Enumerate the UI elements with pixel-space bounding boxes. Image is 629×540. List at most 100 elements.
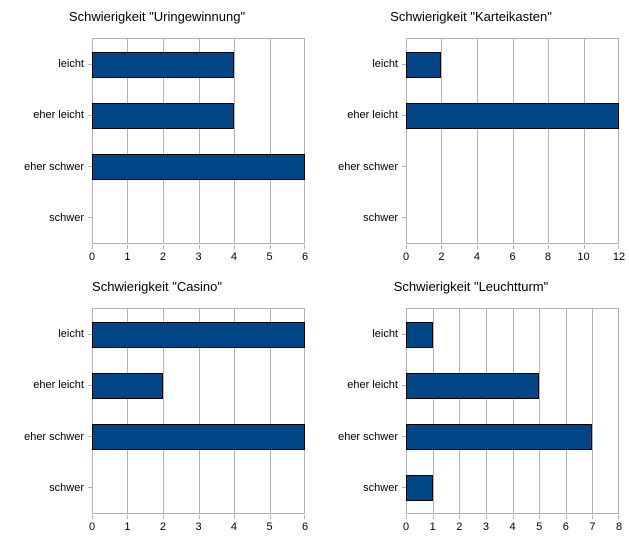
gridline xyxy=(162,39,164,243)
y-axis-tick xyxy=(402,114,406,116)
bar-leicht xyxy=(92,51,234,78)
x-axis-tick xyxy=(162,245,164,249)
x-axis-tick xyxy=(127,515,129,519)
x-axis: 0 1 2 3 4 5 6 7 8 xyxy=(403,515,623,537)
plot-row: leicht eher leicht eher schwer schwer xyxy=(0,38,305,244)
plot-row: leicht eher leicht eher schwer schwer xyxy=(314,38,619,244)
chart-title: Schwierigkeit "Leuchtturm" xyxy=(393,279,549,294)
x-tick-label: 4 xyxy=(473,251,481,263)
gridline xyxy=(127,39,129,243)
y-axis-tick xyxy=(402,486,406,488)
gridline xyxy=(233,309,235,513)
category-label: leicht xyxy=(58,57,84,70)
gridline xyxy=(304,39,305,243)
x-tick-label: 2 xyxy=(438,251,445,263)
category-labels: leicht eher leicht eher schwer schwer xyxy=(0,308,92,514)
y-axis-tick xyxy=(402,384,406,386)
category-labels: leicht eher leicht eher schwer schwer xyxy=(314,308,406,514)
category-label: schwer xyxy=(49,482,84,495)
x-axis-tick xyxy=(198,245,200,249)
x-tick-label: 3 xyxy=(482,521,489,533)
plot-row: leicht eher leicht eher schwer schwer xyxy=(314,308,619,514)
category-label: schwer xyxy=(49,212,84,225)
x-tick-label: 8 xyxy=(615,521,623,533)
x-tick-label: 3 xyxy=(195,521,202,533)
bar-eher-schwer xyxy=(92,153,305,180)
gridline xyxy=(406,39,407,243)
x-axis-tick xyxy=(583,245,585,249)
x-tick-label: 6 xyxy=(301,251,309,263)
category-label: eher leicht xyxy=(33,109,84,122)
bar-schwer xyxy=(406,474,433,501)
x-axis-tick xyxy=(459,515,461,519)
chart-karteikasten: Schwierigkeit "Karteikasten" leicht eher … xyxy=(314,0,628,270)
bar-leicht xyxy=(406,321,433,348)
x-tick-label: 1 xyxy=(124,521,131,533)
plot-area xyxy=(88,308,305,514)
y-axis-tick xyxy=(88,114,92,116)
x-axis-tick xyxy=(592,515,594,519)
x-axis-tick xyxy=(406,245,407,249)
x-axis: 0 1 2 3 4 5 6 xyxy=(89,245,309,267)
x-axis-tick xyxy=(485,515,487,519)
plot-area xyxy=(402,38,619,244)
x-tick-label: 5 xyxy=(266,521,273,533)
y-axis-tick xyxy=(88,165,92,167)
x-axis-tick xyxy=(539,515,541,519)
x-tick-label: 2 xyxy=(159,251,167,263)
x-axis-tick xyxy=(269,515,271,519)
x-axis-tick xyxy=(512,245,514,249)
x-tick-label: 2 xyxy=(456,521,463,533)
gridline xyxy=(92,309,93,513)
x-tick-label: 12 xyxy=(612,251,626,263)
y-axis-tick xyxy=(88,216,92,218)
x-axis: 0 1 2 3 4 5 6 xyxy=(89,515,309,537)
x-axis-tick xyxy=(198,515,200,519)
category-label: eher leicht xyxy=(347,379,398,392)
x-tick-label: 5 xyxy=(536,521,543,533)
x-axis-tick xyxy=(432,515,434,519)
chart-title: Schwierigkeit "Karteikasten" xyxy=(390,9,552,24)
gridline xyxy=(92,39,93,243)
x-tick-label: 4 xyxy=(509,521,516,533)
gridline xyxy=(539,309,541,513)
x-tick-label: 10 xyxy=(577,251,590,263)
chart-uringewinnung: Schwierigkeit "Uringewinnung" leicht eher… xyxy=(0,0,314,270)
category-labels: leicht eher leicht eher schwer schwer xyxy=(0,38,92,244)
x-axis-tick xyxy=(304,515,305,519)
bar-eher-leicht xyxy=(92,372,163,399)
y-axis-tick xyxy=(402,435,406,437)
x-axis-tick xyxy=(269,245,271,249)
y-axis-tick xyxy=(88,63,92,65)
gridline xyxy=(476,39,478,243)
gridline xyxy=(512,39,514,243)
chart-title: Schwierigkeit "Uringewinnung" xyxy=(68,9,246,24)
plot-area xyxy=(402,308,619,514)
y-axis-tick xyxy=(402,333,406,335)
bar-eher-leicht xyxy=(406,372,540,399)
category-label: schwer xyxy=(363,482,398,495)
gridline xyxy=(269,309,271,513)
x-axis-tick xyxy=(92,245,93,249)
x-tick-label: 6 xyxy=(301,521,309,533)
y-axis-tick xyxy=(88,384,92,386)
x-axis-tick xyxy=(565,515,567,519)
category-label: eher leicht xyxy=(33,379,84,392)
x-axis-tick xyxy=(512,515,514,519)
y-axis-tick xyxy=(88,435,92,437)
gridline xyxy=(583,39,585,243)
x-tick-label: 0 xyxy=(402,251,410,263)
chart-title: Schwierigkeit "Casino" xyxy=(92,279,222,294)
gridline xyxy=(127,309,129,513)
category-label: leicht xyxy=(372,57,398,70)
chart-casino: Schwierigkeit "Casino" leicht eher leicht… xyxy=(0,270,314,540)
y-axis-tick xyxy=(402,63,406,65)
x-axis-tick xyxy=(618,515,619,519)
x-tick-label: 6 xyxy=(509,251,516,263)
x-axis-tick xyxy=(476,245,478,249)
gridline xyxy=(198,309,200,513)
category-label: eher schwer xyxy=(338,160,398,173)
x-tick-label: 4 xyxy=(230,521,238,533)
x-tick-label: 1 xyxy=(429,521,436,533)
plot-row: leicht eher leicht eher schwer schwer xyxy=(0,308,305,514)
